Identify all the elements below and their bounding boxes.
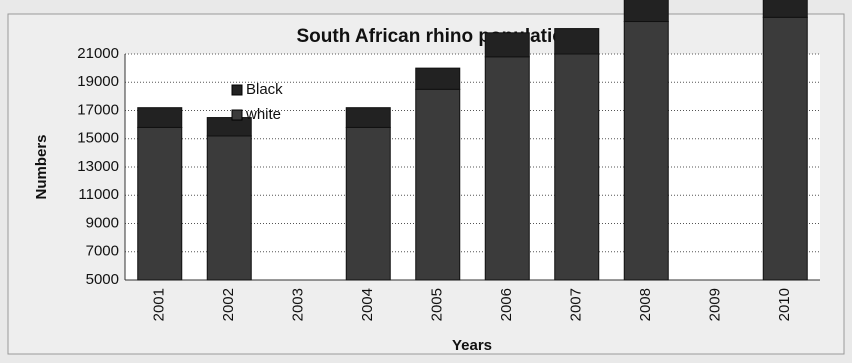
x-tick-label: 2004 <box>359 288 376 321</box>
bar-segment <box>206 117 252 137</box>
legend-swatch <box>231 84 243 96</box>
legend-swatch <box>231 109 243 121</box>
bar-segment <box>415 88 461 281</box>
y-tick-label: 19000 <box>77 73 119 90</box>
bar-segment <box>762 16 808 281</box>
x-axis-label: Years <box>452 337 492 354</box>
bar-segment <box>137 107 183 128</box>
bar-segment <box>554 53 600 281</box>
y-axis-label: Numbers <box>33 134 50 199</box>
bar-segment <box>554 28 600 55</box>
y-tick-label: 7000 <box>86 243 119 260</box>
bar-segment <box>484 56 530 281</box>
bar-segment <box>206 135 252 281</box>
y-tick-label: 15000 <box>77 130 119 147</box>
x-tick-label: 2010 <box>776 288 793 321</box>
bar-segment <box>762 0 808 18</box>
y-tick-label: 13000 <box>77 158 119 175</box>
bar-segment <box>345 126 391 281</box>
x-tick-label: 2005 <box>429 288 446 321</box>
bar-segment <box>623 21 669 281</box>
chart-title: South African rhino population <box>297 26 576 47</box>
bar-segment <box>345 107 391 128</box>
x-tick-label: 2001 <box>151 288 168 321</box>
x-tick-label: 2008 <box>637 288 654 321</box>
x-tick-label: 2002 <box>220 288 237 321</box>
y-tick-label: 5000 <box>86 271 119 288</box>
x-tick-label: 2003 <box>290 288 307 321</box>
legend-label: Black <box>246 81 283 98</box>
y-tick-label: 21000 <box>77 45 119 62</box>
bar-segment <box>137 126 183 281</box>
bar-segment <box>623 0 669 23</box>
y-tick-label: 9000 <box>86 214 119 231</box>
x-tick-label: 2006 <box>498 288 515 321</box>
bar-segment <box>484 32 530 58</box>
bar-segment <box>415 67 461 90</box>
x-tick-label: 2007 <box>568 288 585 321</box>
legend-label: white <box>245 106 281 123</box>
x-tick-label: 2009 <box>707 288 724 321</box>
y-tick-label: 11000 <box>78 186 119 203</box>
y-tick-label: 17000 <box>77 101 119 118</box>
